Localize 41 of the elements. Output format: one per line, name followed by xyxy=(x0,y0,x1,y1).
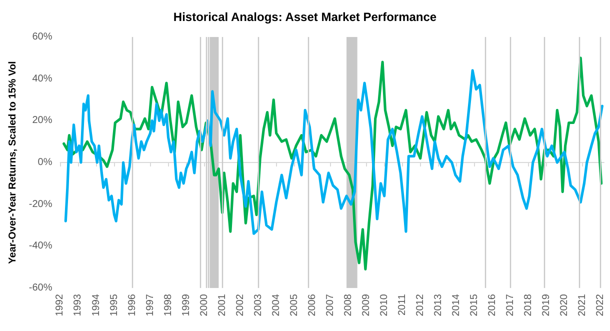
y-axis-title: Year-Over-Year Returns, Scaled to 15% Vol xyxy=(8,60,18,264)
x-tick-label: 2002 xyxy=(234,294,246,316)
x-tick-label: 1999 xyxy=(180,294,192,316)
x-tick-label: 2018 xyxy=(522,294,534,316)
x-tick-label: 2016 xyxy=(486,294,498,316)
x-tick-label: 2007 xyxy=(324,294,336,316)
x-tick-label: 2010 xyxy=(378,294,390,316)
x-tick-label: 2011 xyxy=(396,294,408,316)
x-tick-label: 2004 xyxy=(270,294,282,316)
x-tick-label: 2003 xyxy=(252,294,264,316)
x-tick-label: 1993 xyxy=(72,294,84,316)
x-tick-label: 1997 xyxy=(144,294,156,316)
x-tick-label: 2012 xyxy=(414,294,426,316)
x-tick-label: 2005 xyxy=(288,294,300,316)
y-tick-label: 20% xyxy=(32,115,52,126)
x-tick-label: 2015 xyxy=(468,294,480,316)
x-tick-label: 2014 xyxy=(450,294,462,316)
x-tick-label: 2006 xyxy=(306,294,318,316)
x-tick-label: 2019 xyxy=(540,294,552,316)
x-tick-label: 2013 xyxy=(432,294,444,316)
y-tick-label: -20% xyxy=(28,198,52,210)
x-tick-label: 1996 xyxy=(126,294,138,316)
x-tick-label: 1995 xyxy=(108,294,120,316)
y-tick-label: -60% xyxy=(28,282,52,294)
x-tick-label: 2000 xyxy=(198,294,210,316)
x-tick-label: 1992 xyxy=(54,294,66,316)
x-tick-label: 1994 xyxy=(90,294,102,316)
y-tick-label: 0% xyxy=(38,157,52,168)
line-series xyxy=(64,69,604,235)
chart-title: Historical Analogs: Asset Market Performance xyxy=(173,10,437,24)
x-tick-label: 2021 xyxy=(576,294,588,316)
x-tick-label: 2017 xyxy=(504,294,516,316)
x-tick-label: 1998 xyxy=(162,294,174,316)
y-tick-label: 60% xyxy=(32,32,52,42)
x-tick-label: 2008 xyxy=(342,294,354,316)
y-tick-label: -40% xyxy=(28,240,52,252)
y-tick-label: 40% xyxy=(32,73,52,84)
x-tick-label: 2020 xyxy=(558,294,570,316)
x-tick-label: 2009 xyxy=(360,294,372,316)
x-tick-label: 2022 xyxy=(594,294,606,316)
x-tick-label: 2001 xyxy=(216,294,228,316)
